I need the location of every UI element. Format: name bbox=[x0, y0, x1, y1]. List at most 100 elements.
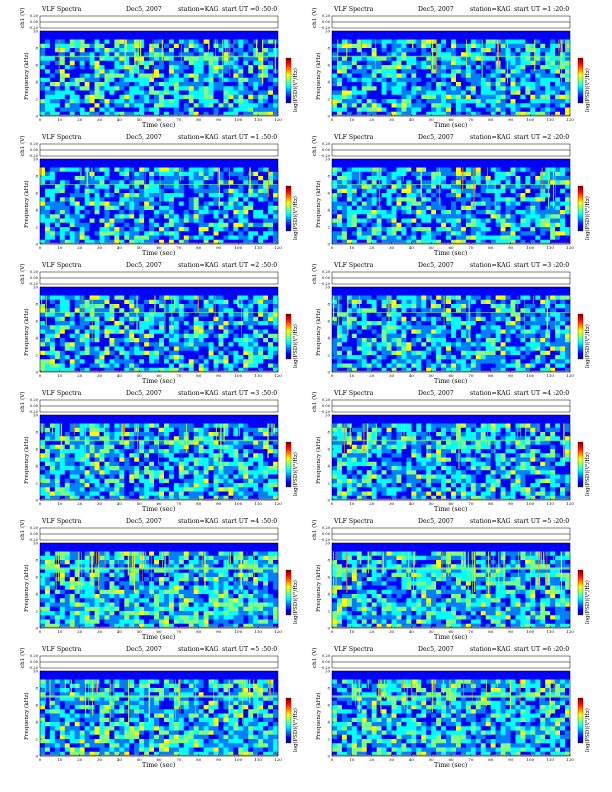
spectrogram-cell bbox=[74, 205, 80, 211]
spectrogram-cell bbox=[99, 52, 105, 57]
spectrogram-cell bbox=[525, 188, 531, 194]
spectrogram-cell bbox=[119, 235, 125, 240]
spectrogram-cell bbox=[525, 94, 531, 100]
spectrogram-cell bbox=[84, 218, 90, 223]
spectrogram-cell bbox=[540, 239, 546, 245]
spectrogram-cell bbox=[213, 86, 219, 91]
spectrogram-cell bbox=[431, 94, 437, 100]
spectrogram-cell bbox=[371, 180, 377, 185]
spectrogram-cell bbox=[178, 176, 184, 181]
spectrogram-cell bbox=[431, 52, 437, 57]
spectrogram-cell bbox=[346, 167, 353, 172]
spectrogram-cell bbox=[361, 308, 367, 313]
spectrogram-cell bbox=[371, 201, 377, 206]
spectrogram-cell bbox=[406, 90, 412, 95]
spectrogram-cell bbox=[515, 167, 521, 172]
spectrogram-cell bbox=[228, 39, 234, 44]
spectrogram-cell bbox=[480, 167, 486, 172]
spectrogram-cell bbox=[263, 214, 269, 219]
spectrogram-cell bbox=[183, 65, 189, 70]
spectrogram-cell bbox=[44, 73, 51, 78]
spectrogram-cell bbox=[475, 56, 481, 61]
spectrogram-cell bbox=[79, 73, 85, 78]
spectrogram-cell bbox=[114, 308, 120, 313]
spectrogram-cell bbox=[49, 227, 56, 232]
spectrogram-cell bbox=[109, 82, 115, 87]
spectrogram-cell bbox=[49, 56, 56, 61]
waveform-tick-label: 0.20 bbox=[322, 14, 331, 18]
spectrogram-cell bbox=[44, 227, 51, 232]
spectrogram-cell bbox=[386, 94, 392, 100]
spectrogram-cell bbox=[54, 308, 61, 313]
spectrogram-cell bbox=[109, 210, 115, 215]
spectrogram-cell bbox=[228, 355, 234, 360]
spectrogram-cell bbox=[391, 69, 397, 74]
spectrogram-cell bbox=[104, 367, 110, 373]
spectrogram-cell bbox=[366, 231, 372, 236]
spectrogram-cell bbox=[168, 346, 175, 351]
spectrogram-cell bbox=[233, 239, 239, 245]
spectrogram-cell bbox=[114, 39, 120, 44]
spectrogram-cell bbox=[401, 82, 407, 87]
spectrogram-cell bbox=[183, 180, 189, 185]
spectrogram-cell bbox=[44, 180, 51, 185]
spectrogram-cell bbox=[332, 99, 338, 104]
spectrogram-cell bbox=[163, 56, 170, 61]
spectrogram-cell bbox=[441, 43, 447, 49]
spectrogram-cell bbox=[421, 94, 427, 100]
spectrogram-cell bbox=[500, 73, 506, 78]
spectrogram-cell bbox=[218, 227, 224, 232]
spectrogram-cell bbox=[560, 60, 566, 66]
spectrogram-cell bbox=[114, 99, 120, 104]
spectrogram-cell bbox=[421, 188, 427, 194]
spectrogram-cell bbox=[173, 77, 180, 83]
spectrogram-cell bbox=[480, 197, 486, 202]
x-tick-label: 90 bbox=[216, 373, 222, 378]
y-tick-label: 10 bbox=[325, 156, 331, 161]
spectrogram-cell bbox=[411, 82, 417, 87]
spectrogram-cell bbox=[89, 231, 95, 236]
spectrogram-cell bbox=[336, 86, 343, 91]
spectrogram-cell bbox=[173, 329, 180, 334]
spectrogram-cell bbox=[223, 69, 229, 74]
spectrogram-cell bbox=[416, 99, 422, 104]
spectrogram-cell bbox=[391, 308, 397, 313]
y-tick-label: 6 bbox=[35, 318, 38, 323]
spectrogram-cell bbox=[248, 363, 254, 368]
spectrogram-cell bbox=[134, 197, 140, 202]
spectrogram-cell bbox=[193, 333, 199, 339]
spectrogram-cell bbox=[253, 69, 259, 74]
spectrogram-cell bbox=[396, 48, 402, 53]
spectrogram-cell bbox=[540, 235, 546, 240]
spectrogram-cell bbox=[273, 107, 279, 112]
spectrogram-cell bbox=[406, 180, 412, 185]
spectrogram-cell bbox=[109, 363, 115, 368]
spectrogram-cell bbox=[44, 167, 51, 172]
spectrogram-cell bbox=[515, 239, 521, 245]
spectrogram-cell bbox=[525, 214, 531, 219]
spectrogram-cell bbox=[455, 103, 462, 108]
spectrogram-cell bbox=[346, 210, 353, 215]
spectrogram-cell bbox=[371, 205, 377, 211]
spectrogram-cell bbox=[203, 222, 209, 228]
spectrogram-cell bbox=[381, 103, 387, 108]
spectrogram-cell bbox=[470, 69, 476, 74]
spectrogram-cell bbox=[243, 367, 249, 373]
spectrogram-cell bbox=[411, 171, 417, 177]
y-tick-label: 0 bbox=[35, 113, 38, 118]
spectrogram-panel: VLF Spectra Dec5, 2007 station=KAG start UT… bbox=[302, 6, 602, 136]
spectrogram-cell bbox=[273, 214, 279, 219]
spectrogram-cell bbox=[401, 56, 407, 61]
spectrogram-cell bbox=[238, 350, 244, 356]
spectrogram-cell bbox=[134, 56, 140, 61]
spectrogram-cell bbox=[163, 65, 170, 70]
spectrogram-cell bbox=[460, 86, 467, 91]
spectrogram-cell bbox=[49, 82, 56, 87]
spectrogram-cell bbox=[361, 197, 367, 202]
spectrogram-cell bbox=[54, 39, 61, 44]
spectrogram-cell bbox=[346, 342, 353, 347]
spectrogram-cell bbox=[124, 355, 130, 360]
spectrogram-cell bbox=[351, 86, 357, 91]
spectrogram-cell bbox=[336, 239, 343, 245]
spectrogram-cell bbox=[540, 65, 546, 70]
